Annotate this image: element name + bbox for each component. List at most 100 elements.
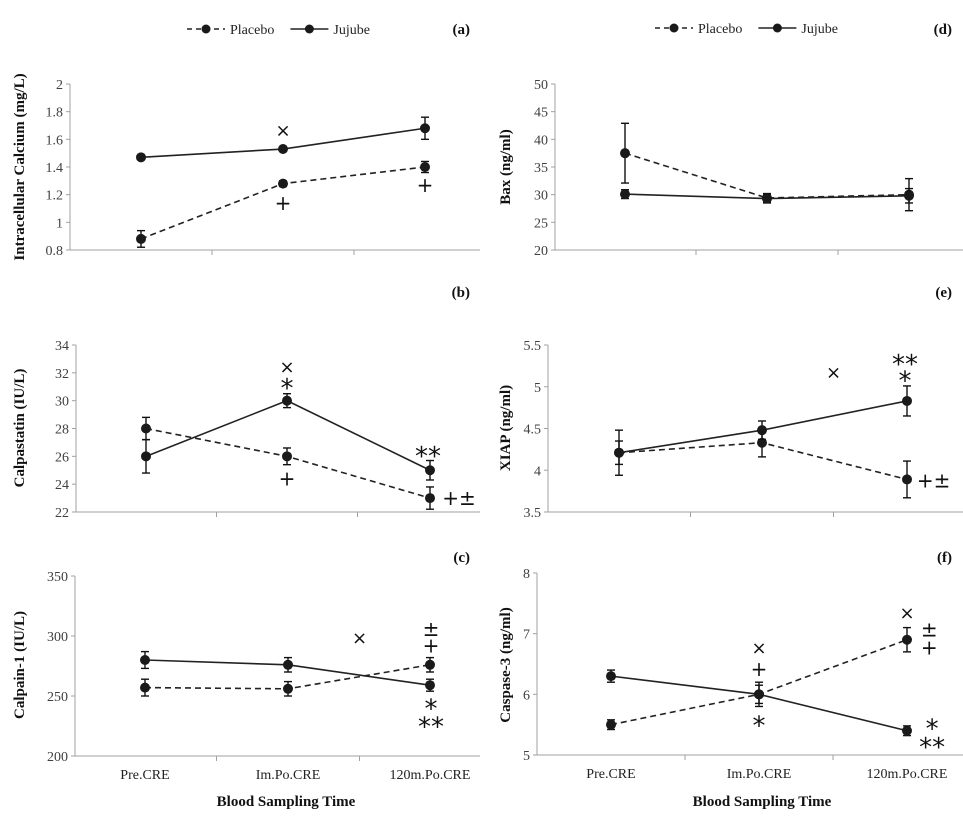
- panel-d: (d) 20 25 30 35 40 45 50 Bax (ng/ml): [498, 22, 963, 259]
- data-point: [902, 634, 912, 645]
- legend-marker: [772, 23, 782, 33]
- series-placebo: [141, 416, 435, 510]
- legend-label: Placebo: [698, 22, 742, 37]
- series-placebo: [136, 160, 430, 248]
- y-tick-label: 30: [55, 395, 69, 410]
- data-point: [620, 189, 630, 200]
- significance-marker: *: [281, 374, 294, 404]
- y-tick-label: 30: [534, 189, 548, 204]
- x-axis-label-left: Blood Sampling Time: [217, 794, 356, 810]
- series-jujube: [606, 669, 912, 737]
- y-tick-label: 26: [55, 450, 69, 465]
- significance-marker: ×: [275, 121, 290, 142]
- series-line: [618, 441, 908, 481]
- data-point: [425, 465, 435, 476]
- significance-marker: ×: [899, 603, 914, 624]
- panel-label: (e): [935, 285, 952, 301]
- significance-marker: +: [751, 657, 768, 681]
- data-point: [141, 451, 151, 462]
- y-axis-label: Calpastatin (IU/L): [12, 369, 28, 488]
- data-point: [904, 190, 914, 201]
- legend-marker: [201, 24, 211, 34]
- data-point: [620, 148, 630, 159]
- legend-entry-placebo: Placebo: [655, 22, 742, 37]
- panel-a: (a) 0.8 1 1.2 1.4 1.6 1.8 2 Intracellular Calciu…: [12, 22, 480, 261]
- y-tick-label: 5: [534, 381, 541, 396]
- y-tick-label: 250: [47, 690, 68, 705]
- panel-label: (d): [934, 22, 952, 38]
- significance-marker: +: [275, 191, 292, 215]
- panel-label: (f): [937, 550, 952, 566]
- significance-marker: +: [279, 467, 296, 491]
- significance-marker: ×: [279, 357, 294, 378]
- x-tick-label: 120m.Po.CRE: [867, 767, 948, 782]
- data-point: [902, 474, 912, 485]
- y-tick-label: 6: [523, 688, 530, 703]
- legend-entry-jujube: Jujube: [758, 22, 838, 37]
- significance-marker: +: [921, 636, 938, 660]
- data-point: [606, 671, 616, 682]
- series-jujube: [140, 650, 435, 692]
- data-point: [614, 447, 624, 458]
- significance-marker: +: [423, 634, 440, 658]
- significance-marker: ±: [423, 617, 440, 641]
- legend-marker: [669, 23, 679, 33]
- panel-label: (b): [452, 285, 470, 301]
- y-tick-label: 4.5: [524, 423, 542, 438]
- data-point: [420, 162, 430, 172]
- x-tick-label: 120m.Po.CRE: [390, 768, 471, 783]
- y-tick-label: 1.2: [46, 189, 64, 204]
- y-tick-label: 1.6: [46, 133, 64, 148]
- y-tick-label: 1.4: [46, 161, 64, 176]
- data-point: [606, 719, 616, 730]
- y-tick-label: 200: [47, 750, 68, 765]
- significance-marker: +: [417, 173, 434, 197]
- data-point: [762, 193, 772, 204]
- panel-e: (e) 3.5 4 4.5 5 5.5 XIAP (ng/ml) × *** +±: [498, 285, 963, 521]
- legend-marker: [304, 24, 314, 34]
- y-tick-label: 5.5: [524, 339, 542, 354]
- panel-c: (c) 200 250 300 350 Pre.CRE Im.Po.CRE 120m.Po.C…: [12, 550, 480, 783]
- significance-marker: ±: [921, 617, 938, 641]
- data-point: [278, 178, 288, 189]
- significance-marker: +±: [442, 486, 476, 510]
- y-axis-label: Intracellular Calcium (mg/L): [12, 73, 28, 260]
- y-tick-label: 2: [56, 78, 63, 93]
- y-tick-label: 25: [534, 216, 548, 231]
- data-point: [902, 725, 912, 736]
- y-tick-label: 28: [55, 423, 69, 438]
- data-point: [902, 395, 912, 406]
- panels: (a) 0.8 1 1.2 1.4 1.6 1.8 2 Intracellular Calciu…: [12, 22, 963, 783]
- y-tick-label: 7: [523, 628, 530, 643]
- legend-label: Placebo: [230, 23, 274, 38]
- series-placebo: [140, 656, 435, 697]
- y-tick-label: 40: [534, 133, 548, 148]
- data-point: [754, 689, 764, 700]
- x-tick-label: Im.Po.CRE: [256, 768, 321, 783]
- y-tick-label: 34: [55, 339, 69, 354]
- y-axis-label: Caspase-3 (ng/ml): [498, 607, 514, 722]
- significance-marker: ×: [751, 638, 766, 659]
- data-point: [283, 683, 293, 694]
- x-tick-label: Im.Po.CRE: [727, 767, 792, 782]
- significance-marker: **: [919, 733, 945, 763]
- x-axis-label-right: Blood Sampling Time: [693, 794, 832, 810]
- panel-label: (a): [453, 22, 471, 38]
- significance-marker: *: [425, 694, 438, 724]
- panel-label: (c): [453, 550, 470, 566]
- data-point: [136, 233, 146, 244]
- y-tick-label: 32: [55, 367, 69, 382]
- y-tick-label: 22: [55, 506, 69, 521]
- y-tick-label: 300: [47, 630, 68, 645]
- significance-marker: ×: [352, 628, 367, 649]
- y-tick-label: 8: [523, 567, 530, 582]
- data-point: [141, 423, 151, 434]
- y-tick-label: 350: [47, 570, 68, 585]
- legend-entry-jujube: Jujube: [290, 23, 370, 38]
- significance-marker: *: [926, 715, 939, 745]
- significance-marker: *: [899, 367, 912, 397]
- series-jujube: [620, 187, 914, 204]
- data-point: [757, 425, 767, 436]
- significance-marker: **: [415, 442, 441, 472]
